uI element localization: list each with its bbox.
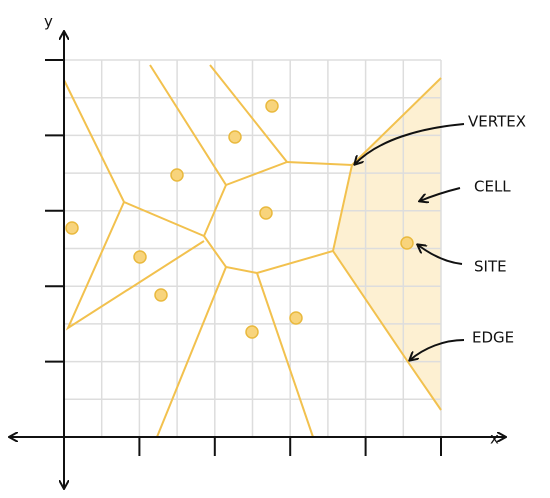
annotation-label: EDGE xyxy=(472,329,514,347)
x-axis-label: x xyxy=(490,430,499,448)
voronoi-edges xyxy=(63,64,442,438)
cell-fill xyxy=(333,78,441,410)
annotation-label: VERTEX xyxy=(468,113,526,131)
grid xyxy=(64,59,442,437)
sites xyxy=(65,99,414,339)
axes xyxy=(10,32,505,488)
annotation-label: SITE xyxy=(474,258,507,276)
y-axis-label: y xyxy=(44,13,53,31)
annotation-label: CELL xyxy=(474,178,511,196)
annotations: VERTEX CELL SITE EDGE xyxy=(355,113,526,361)
